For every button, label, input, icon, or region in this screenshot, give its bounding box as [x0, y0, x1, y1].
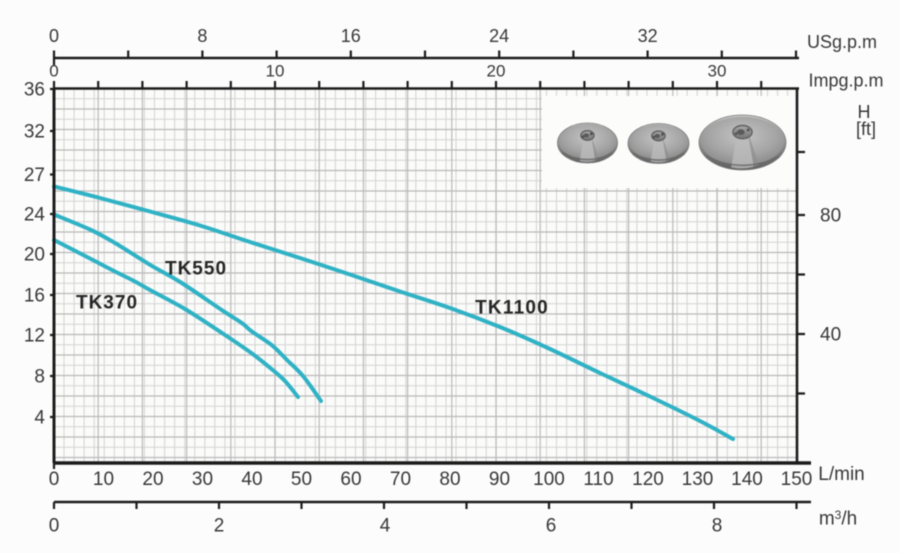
- svg-text:130: 130: [682, 469, 714, 490]
- svg-text:H: H: [858, 102, 871, 122]
- svg-text:8: 8: [197, 26, 207, 46]
- svg-text:120: 120: [632, 469, 664, 490]
- svg-text:[ft]: [ft]: [856, 119, 876, 139]
- svg-text:40: 40: [241, 469, 262, 490]
- svg-text:10: 10: [266, 62, 285, 81]
- svg-text:20: 20: [142, 469, 163, 490]
- svg-text:80: 80: [439, 469, 460, 490]
- svg-text:60: 60: [340, 469, 361, 490]
- svg-text:20: 20: [24, 245, 45, 266]
- svg-text:2: 2: [214, 516, 225, 537]
- svg-text:27: 27: [24, 165, 45, 186]
- svg-text:0: 0: [49, 62, 58, 81]
- svg-text:150: 150: [781, 469, 813, 490]
- svg-text:0: 0: [49, 469, 60, 490]
- svg-text:12: 12: [24, 326, 45, 347]
- svg-text:30: 30: [708, 62, 727, 81]
- svg-text:m3/h: m3/h: [819, 508, 857, 530]
- svg-text:8: 8: [34, 367, 45, 388]
- svg-text:20: 20: [487, 62, 506, 81]
- svg-text:32: 32: [638, 26, 658, 46]
- svg-text:Impg.p.m: Impg.p.m: [808, 71, 883, 91]
- svg-text:90: 90: [489, 469, 510, 490]
- svg-text:4: 4: [380, 516, 391, 537]
- svg-text:80: 80: [820, 206, 841, 227]
- svg-text:100: 100: [533, 469, 565, 490]
- svg-text:110: 110: [583, 469, 613, 490]
- svg-text:USg.p.m: USg.p.m: [807, 32, 877, 52]
- svg-text:24: 24: [489, 26, 509, 46]
- svg-text:36: 36: [24, 80, 45, 101]
- svg-text:0: 0: [49, 516, 60, 537]
- svg-text:40: 40: [820, 325, 841, 346]
- svg-text:TK1100: TK1100: [475, 298, 549, 319]
- svg-text:16: 16: [341, 26, 361, 46]
- svg-text:4: 4: [34, 408, 45, 429]
- svg-text:24: 24: [24, 205, 46, 226]
- svg-text:0: 0: [49, 26, 59, 46]
- svg-text:6: 6: [546, 516, 557, 537]
- svg-text:32: 32: [24, 122, 45, 143]
- svg-text:L/min: L/min: [818, 464, 864, 485]
- svg-text:TK550: TK550: [165, 259, 227, 280]
- svg-text:140: 140: [731, 469, 763, 490]
- svg-text:8: 8: [712, 516, 723, 537]
- svg-text:10: 10: [93, 469, 114, 490]
- svg-text:70: 70: [390, 469, 411, 490]
- svg-text:50: 50: [291, 469, 312, 490]
- svg-text:TK370: TK370: [76, 293, 138, 314]
- svg-text:16: 16: [24, 286, 45, 307]
- svg-text:30: 30: [192, 469, 213, 490]
